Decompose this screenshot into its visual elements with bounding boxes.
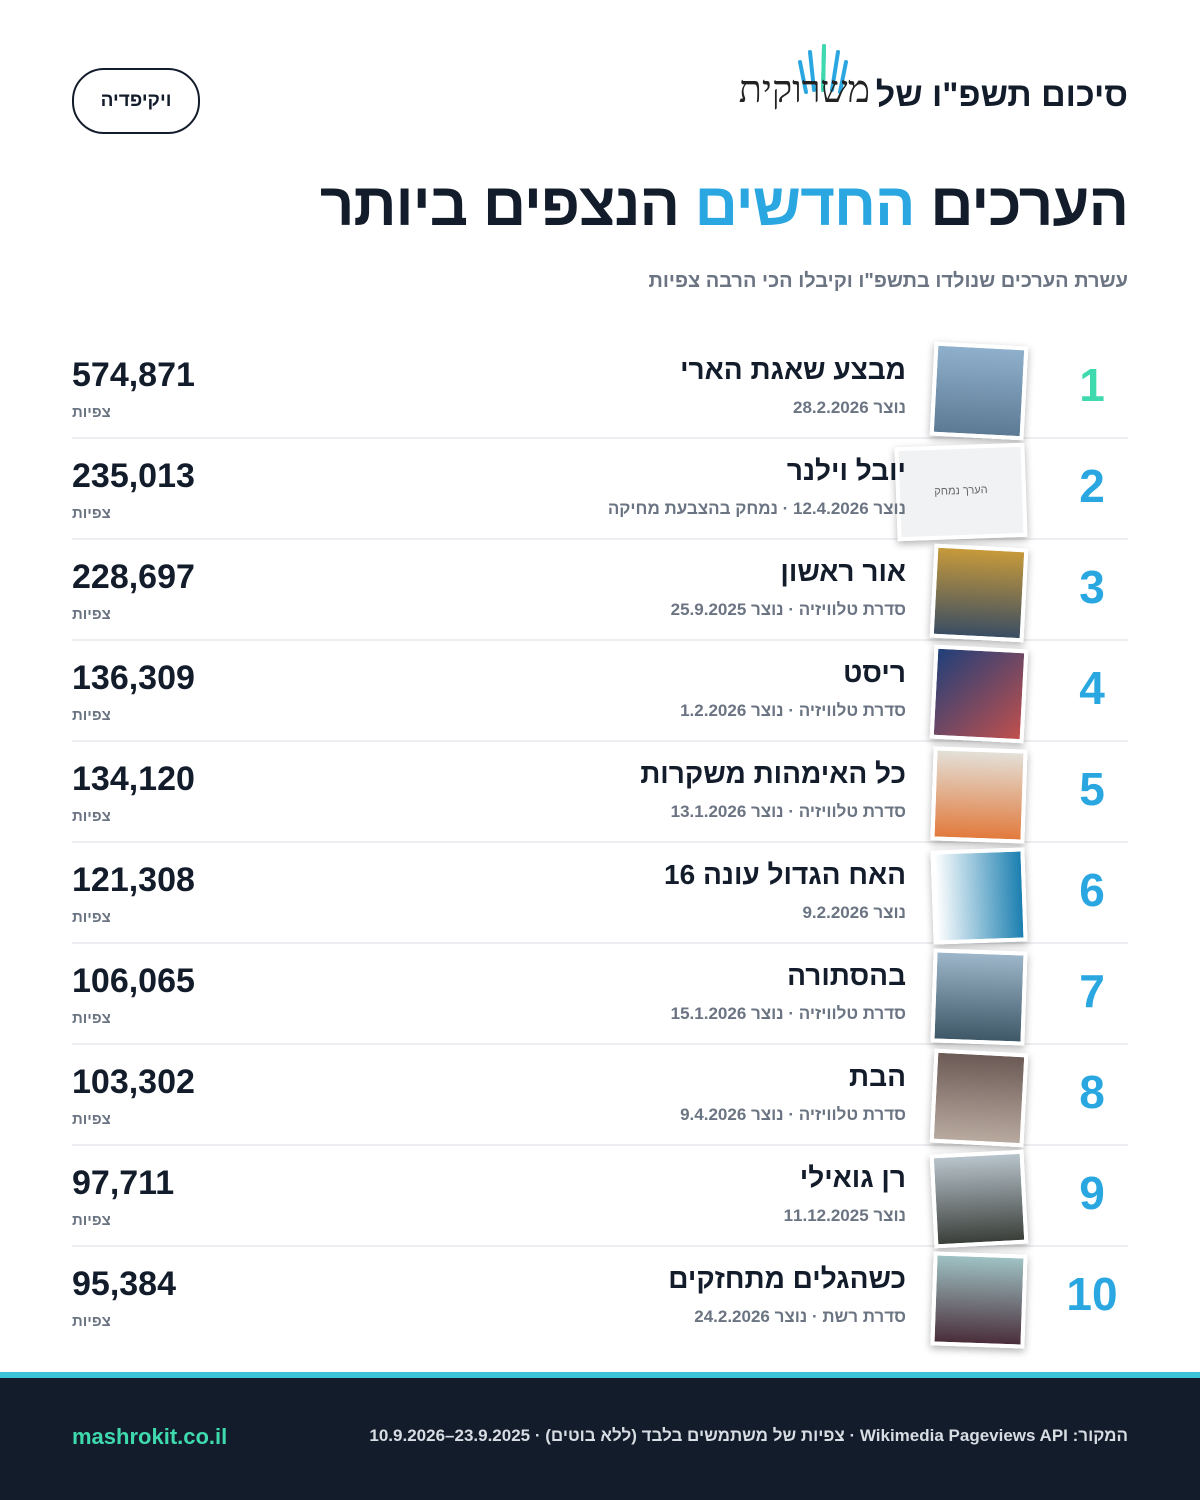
view-count: 574,871 bbox=[72, 356, 195, 394]
rank-number: 6 bbox=[1079, 864, 1105, 916]
view-label: צפיות bbox=[72, 505, 111, 522]
view-count: 121,308 bbox=[72, 861, 195, 899]
list-row[interactable]: 9 רן גואילי נוצר 11.12.2025 97,711 צפיות bbox=[72, 1144, 1128, 1249]
item-title: כל האימהות משקרות bbox=[640, 758, 906, 789]
item-meta: נוצר 11.12.2025 bbox=[783, 1206, 906, 1225]
item-meta: סדרת טלוויזיה · נוצר 9.4.2026 bbox=[680, 1105, 906, 1124]
list-row[interactable]: 10 כשהגלים מתחזקים סדרת רשת · נוצר 24.2.20… bbox=[72, 1245, 1128, 1349]
thumbnail bbox=[929, 1149, 1029, 1249]
wikipedia-button[interactable]: ויקיפדיה bbox=[72, 68, 200, 134]
view-label: צפיות bbox=[72, 909, 111, 926]
rank-number: 5 bbox=[1079, 763, 1105, 815]
item-title: יובל וילנר bbox=[786, 455, 906, 486]
thumbnail bbox=[930, 1251, 1028, 1349]
title-part: הנצפים ביותר bbox=[319, 171, 680, 238]
view-count: 134,120 bbox=[72, 760, 195, 798]
footer bbox=[0, 1378, 1200, 1500]
thumbnail bbox=[929, 341, 1029, 441]
view-count: 228,697 bbox=[72, 558, 195, 596]
list-row[interactable]: 3 אור ראשון סדרת טלוויזיה · נוצר 25.9.2025… bbox=[72, 538, 1128, 643]
view-label: צפיות bbox=[72, 1010, 111, 1027]
view-count: 136,309 bbox=[72, 659, 195, 697]
rank-number: 4 bbox=[1079, 662, 1105, 714]
rank-number: 1 bbox=[1079, 359, 1105, 411]
item-title: האח הגדול עונה 16 bbox=[664, 859, 906, 890]
subtitle: עשרת הערכים שנולדו בתשפ"ו וקיבלו הכי הרב… bbox=[648, 270, 1128, 292]
thumbnail bbox=[929, 543, 1029, 643]
rank-number: 2 bbox=[1079, 460, 1105, 512]
view-count: 103,302 bbox=[72, 1063, 195, 1101]
item-meta: סדרת טלוויזיה · נוצר 13.1.2026 bbox=[670, 802, 906, 821]
item-title: ריסט bbox=[843, 657, 906, 688]
thumbnail bbox=[929, 644, 1029, 744]
view-count: 106,065 bbox=[72, 962, 195, 1000]
thumbnail bbox=[930, 847, 1028, 945]
rank-number: 8 bbox=[1079, 1066, 1105, 1118]
rank-number: 3 bbox=[1079, 561, 1105, 613]
rank-number: 9 bbox=[1079, 1167, 1105, 1219]
view-label: צפיות bbox=[72, 1313, 111, 1330]
list-row[interactable]: 2 הערך נמחק יובל וילנר נוצר 12.4.2026 · נמח… bbox=[72, 437, 1128, 542]
header-title: סיכום תשפ"ו של bbox=[875, 76, 1128, 114]
item-meta: סדרת רשת · נוצר 24.2.2026 bbox=[694, 1307, 906, 1326]
thumbnail bbox=[930, 948, 1028, 1046]
list-row[interactable]: 4 ריסט סדרת טלוויזיה · נוצר 1.2.2026 136,30… bbox=[72, 639, 1128, 744]
thumbnail: הערך נמחק bbox=[894, 442, 1028, 542]
view-label: צפיות bbox=[72, 404, 111, 421]
list-row[interactable]: 6 האח הגדול עונה 16 נוצר 9.2.2026 121,308 צפ… bbox=[72, 841, 1128, 945]
view-label: צפיות bbox=[72, 707, 111, 724]
list-row[interactable]: 7 בהסתורה סדרת טלוויזיה · נוצר 15.1.2026 10… bbox=[72, 942, 1128, 1046]
list-row[interactable]: 8 הבת סדרת טלוויזיה · נוצר 9.4.2026 103,302… bbox=[72, 1043, 1128, 1148]
logo: משרוקית bbox=[738, 69, 870, 111]
item-title: הבת bbox=[849, 1061, 906, 1092]
view-label: צפיות bbox=[72, 1212, 111, 1229]
item-meta: נוצר 9.2.2026 bbox=[802, 903, 906, 922]
source-note: המקור: Wikimedia Pageviews API · צפיות ש… bbox=[369, 1426, 1128, 1445]
view-count: 95,384 bbox=[72, 1265, 176, 1303]
item-title: רן גואילי bbox=[799, 1162, 906, 1193]
view-count: 235,013 bbox=[72, 457, 195, 495]
list-row[interactable]: 5 כל האימהות משקרות סדרת טלוויזיה · נוצר 1… bbox=[72, 740, 1128, 844]
main-title: הערכים החדשים הנצפים ביותר bbox=[319, 170, 1129, 239]
view-count: 97,711 bbox=[72, 1164, 175, 1202]
item-meta: סדרת טלוויזיה · נוצר 15.1.2026 bbox=[670, 1004, 906, 1023]
view-label: צפיות bbox=[72, 1111, 111, 1128]
list-row[interactable]: 1 מבצע שאגת הארי נוצר 28.2.2026 574,871 צפיו… bbox=[72, 336, 1128, 441]
rank-number: 7 bbox=[1079, 965, 1105, 1017]
item-meta: סדרת טלוויזיה · נוצר 1.2.2026 bbox=[680, 701, 906, 720]
item-title: אור ראשון bbox=[780, 556, 906, 587]
view-label: צפיות bbox=[72, 808, 111, 825]
site-link[interactable]: mashrokit.co.il bbox=[72, 1424, 228, 1449]
item-meta: נוצר 12.4.2026 · נמחק בהצבעת מחיקה bbox=[607, 499, 906, 518]
logo-mark bbox=[798, 44, 848, 94]
item-title: מבצע שאגת הארי bbox=[680, 354, 906, 385]
item-title: בהסתורה bbox=[787, 960, 906, 991]
item-title: כשהגלים מתחזקים bbox=[668, 1263, 906, 1294]
thumbnail bbox=[929, 1048, 1029, 1148]
item-meta: סדרת טלוויזיה · נוצר 25.9.2025 bbox=[670, 600, 906, 619]
view-label: צפיות bbox=[72, 606, 111, 623]
footer-stripe bbox=[0, 1372, 1200, 1378]
item-meta: נוצר 28.2.2026 bbox=[793, 398, 906, 417]
rank-number: 10 bbox=[1066, 1268, 1118, 1320]
thumbnail bbox=[930, 746, 1028, 844]
title-highlight: החדשים bbox=[694, 171, 916, 238]
title-part: הערכים bbox=[930, 171, 1129, 238]
